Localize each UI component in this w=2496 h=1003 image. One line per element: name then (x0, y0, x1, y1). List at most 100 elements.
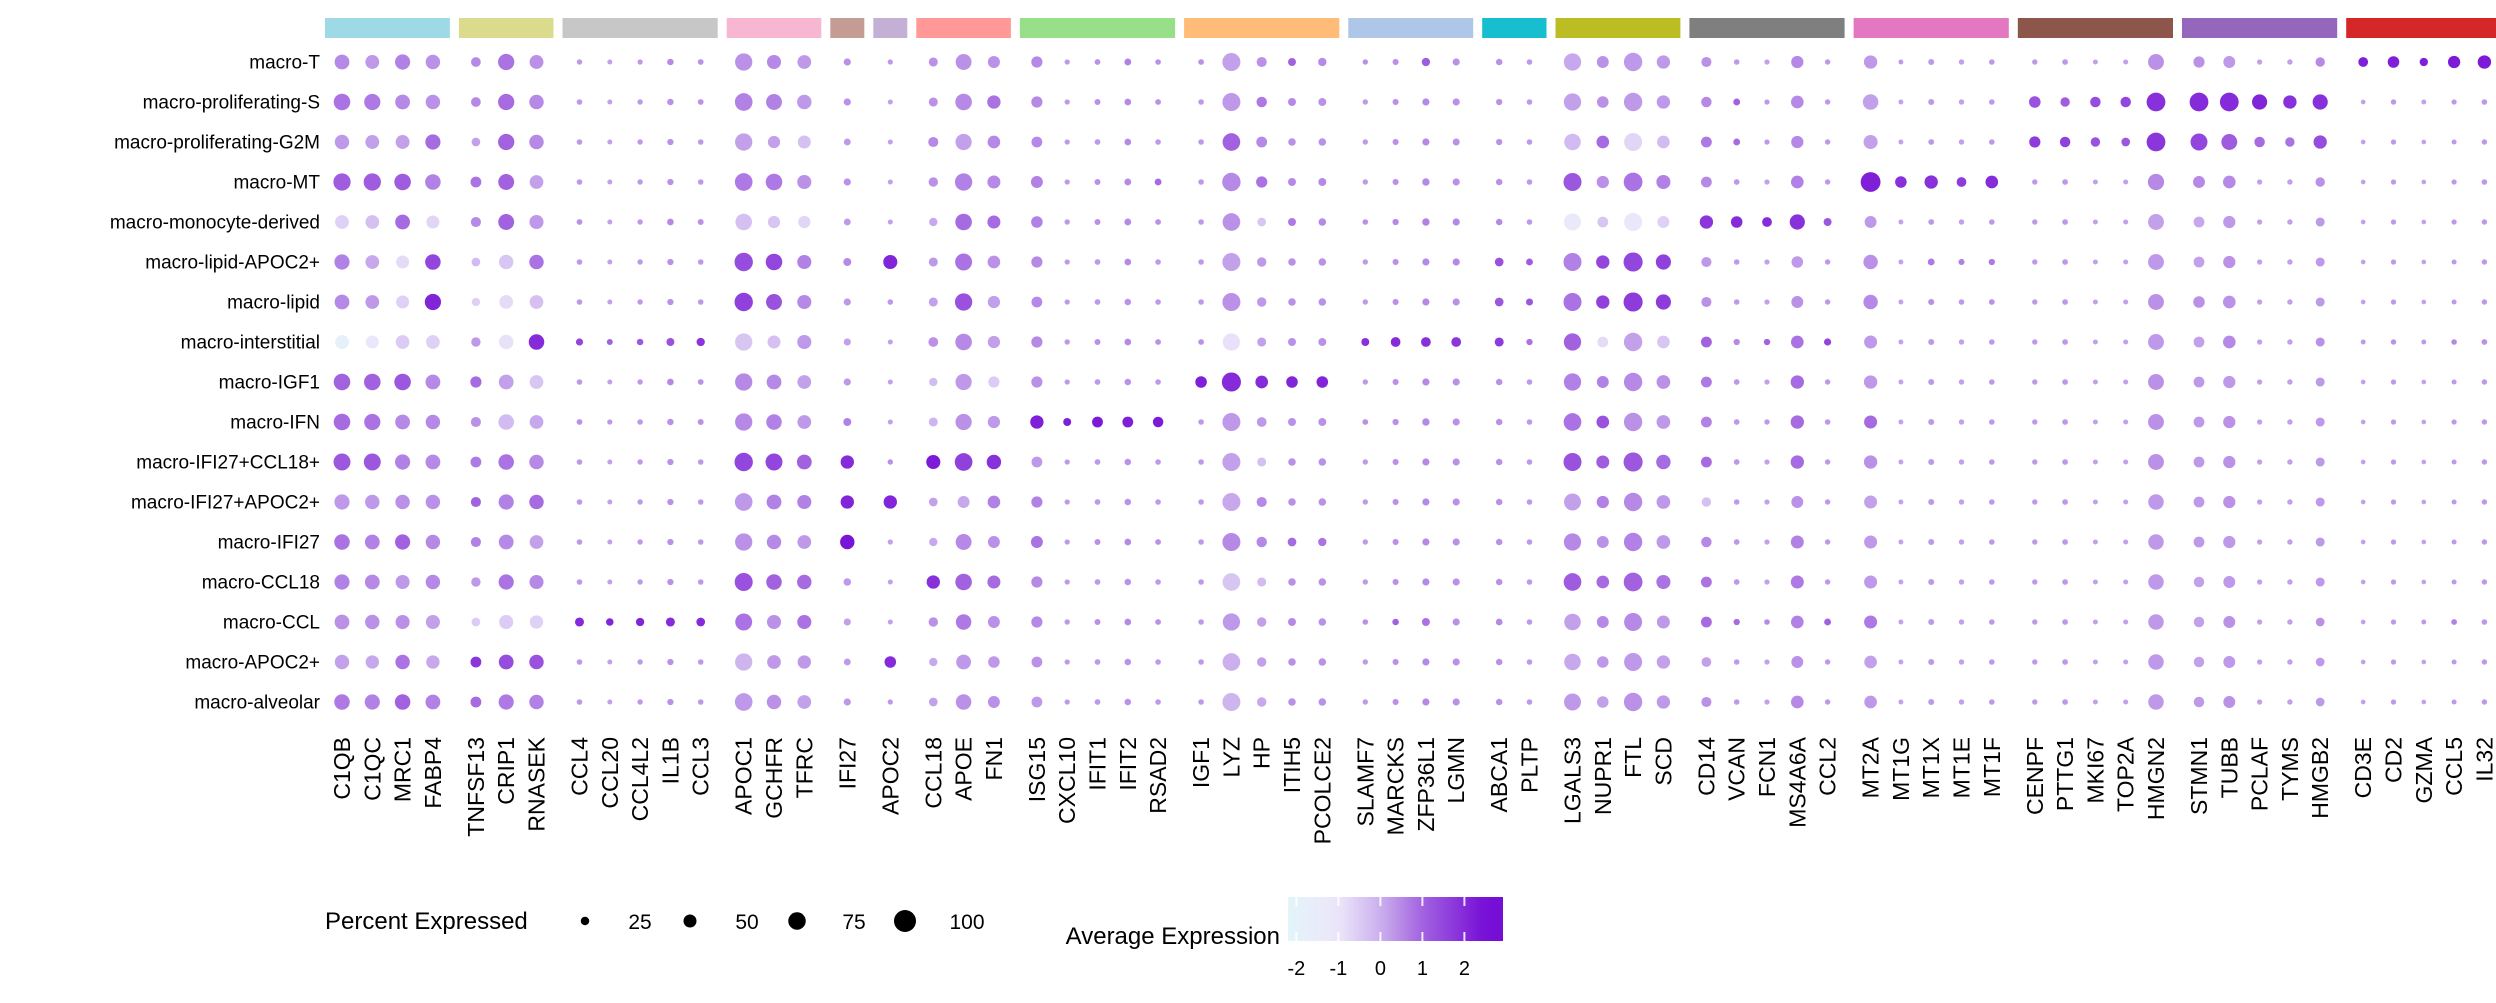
expression-dot (1124, 498, 1132, 506)
expression-dot (1094, 139, 1101, 145)
expression-dot (1122, 416, 1134, 428)
expression-dot (667, 178, 674, 186)
expression-dot (1124, 458, 1132, 466)
row-label: macro-lipid (227, 293, 320, 314)
expression-dot (1988, 459, 1995, 465)
expression-dot (1596, 56, 1609, 68)
colorbar-tick-label: -2 (1288, 958, 1306, 980)
expression-dot (1927, 258, 1935, 266)
expression-dot (840, 455, 854, 469)
expression-dot (1362, 179, 1369, 185)
expression-dot (1898, 379, 1904, 385)
expression-dot (797, 695, 812, 709)
expression-dot (1657, 135, 1670, 149)
expression-dot (529, 94, 544, 110)
expression-dot (1597, 216, 1609, 228)
expression-dot (1318, 338, 1327, 346)
group-color-bar (2182, 18, 2338, 38)
expression-dot (1094, 339, 1101, 345)
expression-dot (2447, 55, 2461, 69)
expression-dot (1257, 217, 1267, 227)
expression-dot (928, 177, 938, 187)
expression-dot (2481, 179, 2488, 185)
expression-dot (2092, 619, 2098, 625)
expression-dot (840, 495, 854, 509)
expression-dot (607, 539, 613, 545)
expression-dot (987, 55, 1000, 69)
expression-dot (2121, 137, 2131, 147)
colorbar-tick-label: -1 (1330, 958, 1348, 980)
expression-dot (2360, 459, 2366, 465)
expression-dot (1422, 378, 1430, 386)
expression-dot (1898, 659, 1904, 665)
expression-dot (1222, 172, 1241, 192)
expression-dot (1064, 99, 1070, 105)
expression-dot (797, 574, 812, 590)
expression-dot (2287, 699, 2293, 705)
expression-dot (1392, 618, 1399, 626)
expression-dot (2287, 179, 2293, 185)
expression-dot (1928, 298, 1935, 306)
expression-dot (2360, 179, 2366, 185)
expression-dot (2421, 659, 2427, 665)
expression-dot (1623, 52, 1643, 72)
col-label: MARCKS (1383, 737, 1409, 835)
expression-dot (1958, 579, 1965, 585)
expression-dot (576, 419, 583, 425)
expression-dot (1564, 693, 1581, 711)
expression-dot (1155, 259, 1161, 265)
expression-dot (2123, 379, 2129, 385)
expression-dot (843, 58, 851, 66)
expression-dot (1733, 338, 1740, 346)
expression-dot (1988, 419, 1995, 425)
expression-dot (1988, 139, 1995, 145)
expression-dot (1318, 418, 1327, 426)
expression-dot (425, 414, 441, 430)
expression-dot (1288, 698, 1296, 706)
expression-dot (1597, 96, 1609, 108)
expression-dot (471, 97, 481, 107)
col-label: HP (1249, 737, 1275, 769)
expression-dot (1256, 176, 1268, 188)
expression-dot (607, 659, 613, 665)
expression-dot (1790, 95, 1804, 109)
expression-dot (1222, 252, 1241, 272)
expression-dot (1623, 292, 1643, 312)
expression-dot (1733, 419, 1740, 425)
expression-dot (1155, 219, 1161, 225)
expression-dot (1257, 697, 1267, 707)
col-label: TNFSF13 (463, 737, 489, 837)
expression-dot (2287, 59, 2293, 65)
expression-dot (1596, 575, 1610, 589)
expression-dot (667, 578, 674, 586)
expression-dot (1864, 535, 1878, 549)
expression-dot (1064, 339, 1070, 345)
expression-dot (987, 696, 1000, 708)
expression-dot (2421, 139, 2427, 145)
expression-dot (529, 694, 544, 710)
expression-dot (1392, 218, 1399, 226)
expression-dot (1094, 459, 1101, 465)
expression-dot (766, 574, 782, 590)
expression-dot (2360, 299, 2366, 305)
expression-dot (1790, 375, 1804, 389)
expression-dot (1701, 696, 1712, 708)
expression-dot (529, 295, 544, 309)
expression-dot (2193, 256, 2205, 268)
expression-dot (1564, 213, 1581, 231)
expression-dot (2315, 497, 2325, 507)
expression-dot (1451, 337, 1462, 347)
expression-dot (1155, 59, 1161, 65)
expression-dot (2148, 374, 2164, 390)
expression-dot (2256, 579, 2263, 585)
expression-dot (1597, 656, 1609, 668)
expression-dot (1362, 499, 1369, 505)
expression-dot (1764, 699, 1770, 705)
expression-dot (2315, 657, 2325, 667)
expression-dot (1988, 379, 1995, 385)
expression-dot (1596, 255, 1610, 269)
expression-dot (957, 496, 970, 508)
expression-dot (470, 176, 482, 188)
expression-dot (425, 174, 441, 190)
expression-dot (2254, 136, 2265, 148)
